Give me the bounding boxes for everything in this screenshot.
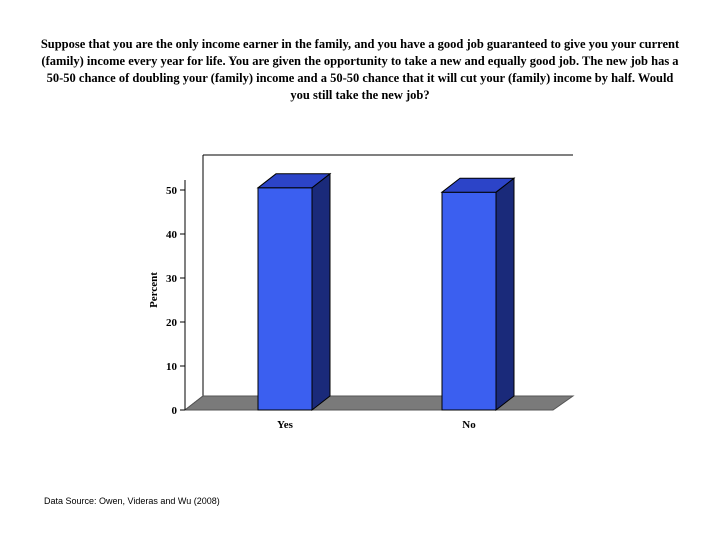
y-axis-label: Percent	[148, 272, 160, 308]
bar-side-face	[495, 177, 515, 412]
y-tick-label: 30	[166, 273, 178, 285]
y-axis: 0 10 20 30 40 50	[166, 180, 186, 417]
bar-top-face	[440, 177, 516, 193]
x-tick-label-no: No	[462, 419, 476, 431]
y-tick-label: 0	[172, 405, 178, 417]
bar-front-face	[257, 187, 313, 411]
chart-walls	[183, 154, 575, 411]
bar-no	[440, 177, 516, 412]
data-source-note: Data Source: Owen, Videras and Wu (2008)	[44, 496, 220, 506]
chart-floor	[183, 395, 575, 411]
bar-side-face	[311, 172, 331, 412]
x-axis: Yes No	[277, 419, 476, 431]
y-tick-label: 20	[166, 317, 178, 329]
bar-top-face	[256, 173, 332, 189]
bar-yes	[256, 172, 332, 412]
left-wall-edge	[184, 155, 204, 411]
bar-front-face	[441, 191, 497, 411]
y-tick-label: 10	[166, 361, 178, 373]
x-tick-label-yes: Yes	[277, 419, 294, 431]
chart-bars	[256, 172, 516, 412]
chart-question-title: Suppose that you are the only income ear…	[40, 37, 680, 102]
y-tick-label: 50	[166, 185, 178, 197]
y-tick-label: 40	[166, 229, 178, 241]
